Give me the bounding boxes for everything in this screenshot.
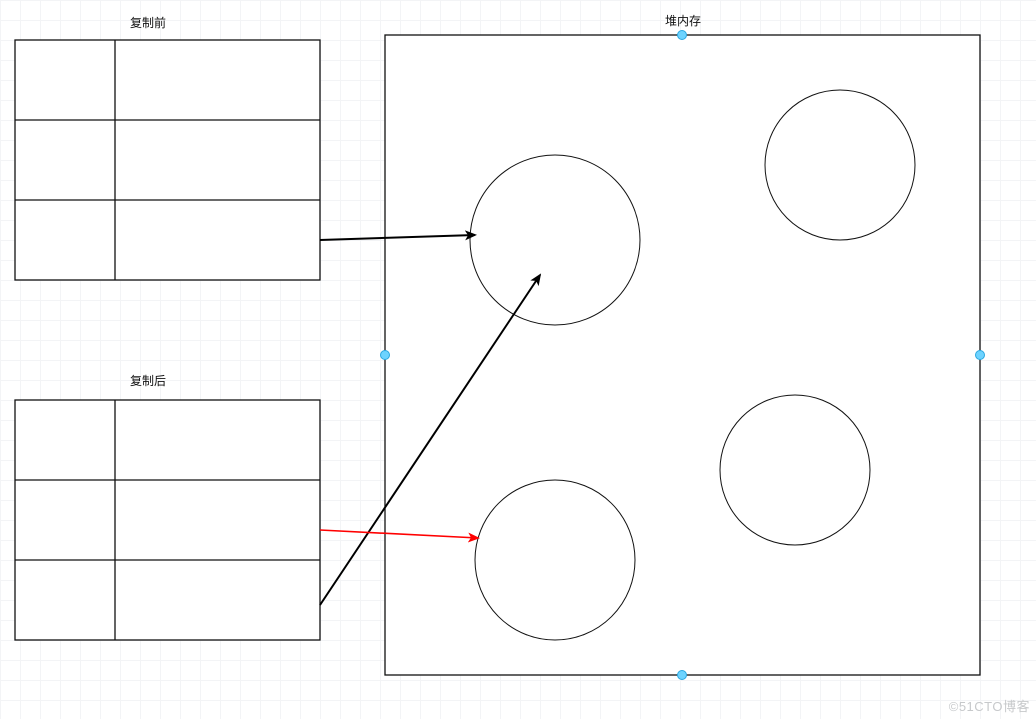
cell-before-type-2: （Object 变量类型） [163,232,273,249]
arrow-aMan-before-to-obj [320,235,475,240]
stack-before-title: 复制前 [130,14,166,31]
diagram-canvas: 复制前 复制后 堆内存 aMan （Object 变量类型） obj （Obje… [0,0,1036,719]
cell-after-type-2: （Object 变量类型） [163,592,273,609]
heap-object-label-2: object [779,463,811,477]
heap-object-label-3: object [539,553,571,567]
cell-before-var-2: aMan [50,233,80,247]
selection-handle-top[interactable] [677,30,687,40]
selection-handle-left[interactable] [380,350,390,360]
cell-after-var-2: aMan [50,593,80,607]
cell-after-type-1: （Object 变量类型） [163,512,273,529]
heap-title: 堆内存 [665,12,701,29]
stack-after-title: 复制后 [130,372,166,389]
heap-object-label-1: object [539,233,571,247]
watermark: ©51CTO博客 [949,696,1030,715]
heap-object-label-0: object [824,158,856,172]
arrow-aMan-after-to-obj [320,275,540,605]
svg-overlay [0,0,1036,719]
selection-handle-bottom[interactable] [677,670,687,680]
selection-handle-right[interactable] [975,350,985,360]
cell-after-var-1: obj [57,513,73,527]
arrow-obj-after-to-obj [320,530,478,538]
heap-rect [385,35,980,675]
